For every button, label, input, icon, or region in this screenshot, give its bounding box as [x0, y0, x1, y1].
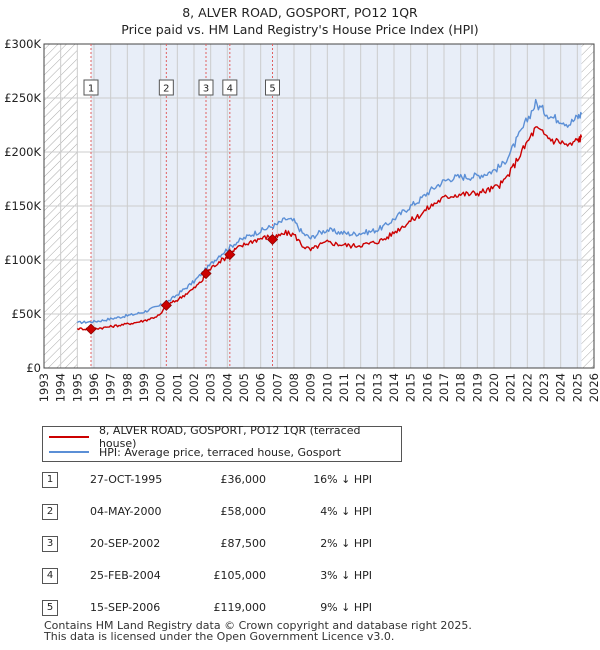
x-tick-label: 2020	[487, 373, 501, 402]
sale-date: 20-SEP-2002	[90, 537, 161, 550]
sale-hpi-diff: 2% ↓ HPI	[320, 537, 372, 550]
legend-label-hpi: HPI: Average price, terraced house, Gosp…	[99, 445, 342, 459]
sale-date: 04-MAY-2000	[90, 505, 162, 518]
sale-number-badge: 3	[42, 536, 58, 552]
legend-swatch-hpi	[49, 451, 89, 453]
sale-hpi-diff: 16% ↓ HPI	[313, 473, 372, 486]
sale-date: 25-FEB-2004	[90, 569, 161, 582]
sale-hpi-diff: 4% ↓ HPI	[320, 505, 372, 518]
footer-copyright: Contains HM Land Registry data © Crown c…	[44, 619, 472, 632]
x-tick-label: 2016	[420, 373, 434, 402]
sale-label-box	[265, 79, 280, 96]
sale-price: £36,000	[220, 473, 267, 486]
footer: Contains HM Land Registry data © Crown c…	[44, 620, 472, 642]
sale-row: 3 20-SEP-2002 £87,500 2% ↓ HPI	[42, 536, 402, 552]
sale-label-number: 2	[163, 84, 169, 95]
x-tick-label: 1998	[120, 373, 134, 402]
x-tick-label: 2024	[554, 373, 568, 402]
sale-number-badge: 5	[42, 600, 58, 616]
footer-license: This data is licensed under the Open Gov…	[44, 630, 395, 643]
x-tick-label: 2021	[504, 373, 518, 402]
x-tick-label: 2023	[537, 373, 551, 402]
sale-hpi-diff: 3% ↓ HPI	[320, 569, 372, 582]
x-tick-label: 1996	[87, 373, 101, 402]
sale-row: 1 27-OCT-1995 £36,000 16% ↓ HPI	[42, 472, 402, 488]
x-tick-label: 1993	[37, 373, 51, 402]
sale-point	[266, 233, 279, 246]
sale-label-number: 4	[227, 84, 233, 95]
x-tick-label: 2005	[237, 373, 251, 402]
sale-point	[200, 267, 212, 280]
x-tick-label: 1997	[104, 373, 118, 402]
sale-price: £119,000	[213, 601, 267, 614]
y-tick-label: £100K	[4, 253, 41, 267]
x-tick-label: 2025	[570, 373, 584, 402]
sale-price: £105,000	[213, 569, 267, 582]
chart-title: 8, ALVER ROAD, GOSPORT, PO12 1QR Price p…	[0, 4, 600, 38]
sale-number-badge: 2	[42, 504, 58, 520]
x-tick-label: 2018	[454, 373, 468, 402]
x-tick-label: 2004	[220, 373, 234, 402]
legend-item-hpi: HPI: Average price, terraced house, Gosp…	[49, 445, 341, 459]
x-tick-label: 1999	[137, 373, 151, 402]
x-tick-label: 2014	[387, 373, 401, 402]
sale-row: 2 04-MAY-2000 £58,000 4% ↓ HPI	[42, 504, 402, 520]
legend-item-property: 8, ALVER ROAD, GOSPORT, PO12 1QR (terrac…	[49, 424, 401, 450]
sale-label-box	[158, 79, 174, 96]
x-tick-label: 2007	[270, 373, 284, 402]
sale-date: 15-SEP-2006	[90, 601, 161, 614]
x-tick-label: 2001	[170, 373, 184, 402]
x-tick-label: 2009	[304, 373, 318, 402]
sale-label-number: 5	[269, 84, 275, 95]
plot-frame	[43, 43, 595, 369]
x-tick-label: 2019	[470, 373, 484, 402]
legend-label-property: 8, ALVER ROAD, GOSPORT, PO12 1QR (terrac…	[98, 424, 361, 450]
legend: 8, ALVER ROAD, GOSPORT, PO12 1QR (terrac…	[42, 424, 402, 462]
sale-label-number: 3	[203, 84, 209, 95]
sale-number-badge: 1	[42, 472, 58, 488]
x-tick-label: 2012	[354, 373, 368, 402]
chart-title-line1: 8, ALVER ROAD, GOSPORT, PO12 1QR	[182, 5, 418, 20]
y-tick-label: £50K	[12, 307, 42, 321]
sale-row: 5 15-SEP-2006 £119,000 9% ↓ HPI	[42, 600, 402, 616]
y-tick-label: £250K	[4, 91, 41, 105]
x-tick-label: 2026	[587, 373, 600, 402]
x-tick-label: 2003	[204, 373, 218, 402]
sale-label-box	[222, 79, 238, 96]
sale-date: 27-OCT-1995	[90, 473, 163, 486]
y-tick-label: £300K	[4, 37, 41, 51]
y-tick-label: £150K	[4, 199, 41, 213]
x-tick-label: 2013	[370, 373, 384, 402]
x-tick-label: 1994	[54, 373, 68, 402]
property-series-line	[76, 126, 583, 331]
x-tick-label: 2000	[154, 373, 168, 402]
legend-swatch-property	[49, 436, 89, 438]
x-tick-label: 2011	[337, 373, 351, 402]
sale-hpi-diff: 9% ↓ HPI	[320, 601, 372, 614]
x-tick-label: 1995	[70, 373, 84, 402]
x-tick-label: 2022	[520, 373, 534, 402]
x-tick-label: 2006	[254, 373, 268, 402]
sale-point	[224, 249, 236, 261]
sale-point	[160, 299, 172, 311]
x-tick-label: 2008	[287, 373, 301, 402]
x-tick-label: 2002	[187, 373, 201, 402]
sale-label-box	[198, 79, 214, 96]
y-tick-label: £0	[26, 361, 41, 375]
x-tick-label: 2015	[404, 373, 418, 402]
sale-label-box	[83, 79, 99, 96]
sale-number-badge: 4	[42, 568, 58, 584]
chart-title-line2: Price paid vs. HM Land Registry's House …	[121, 22, 479, 37]
sale-point	[85, 323, 97, 335]
x-tick-label: 2017	[437, 373, 451, 402]
sale-price: £58,000	[220, 505, 267, 518]
sale-row: 4 25-FEB-2004 £105,000 3% ↓ HPI	[42, 568, 402, 584]
sale-price: £87,500	[220, 537, 267, 550]
sale-label-number: 1	[88, 84, 94, 95]
x-tick-label: 2010	[320, 373, 334, 402]
y-tick-label: £200K	[4, 145, 41, 159]
